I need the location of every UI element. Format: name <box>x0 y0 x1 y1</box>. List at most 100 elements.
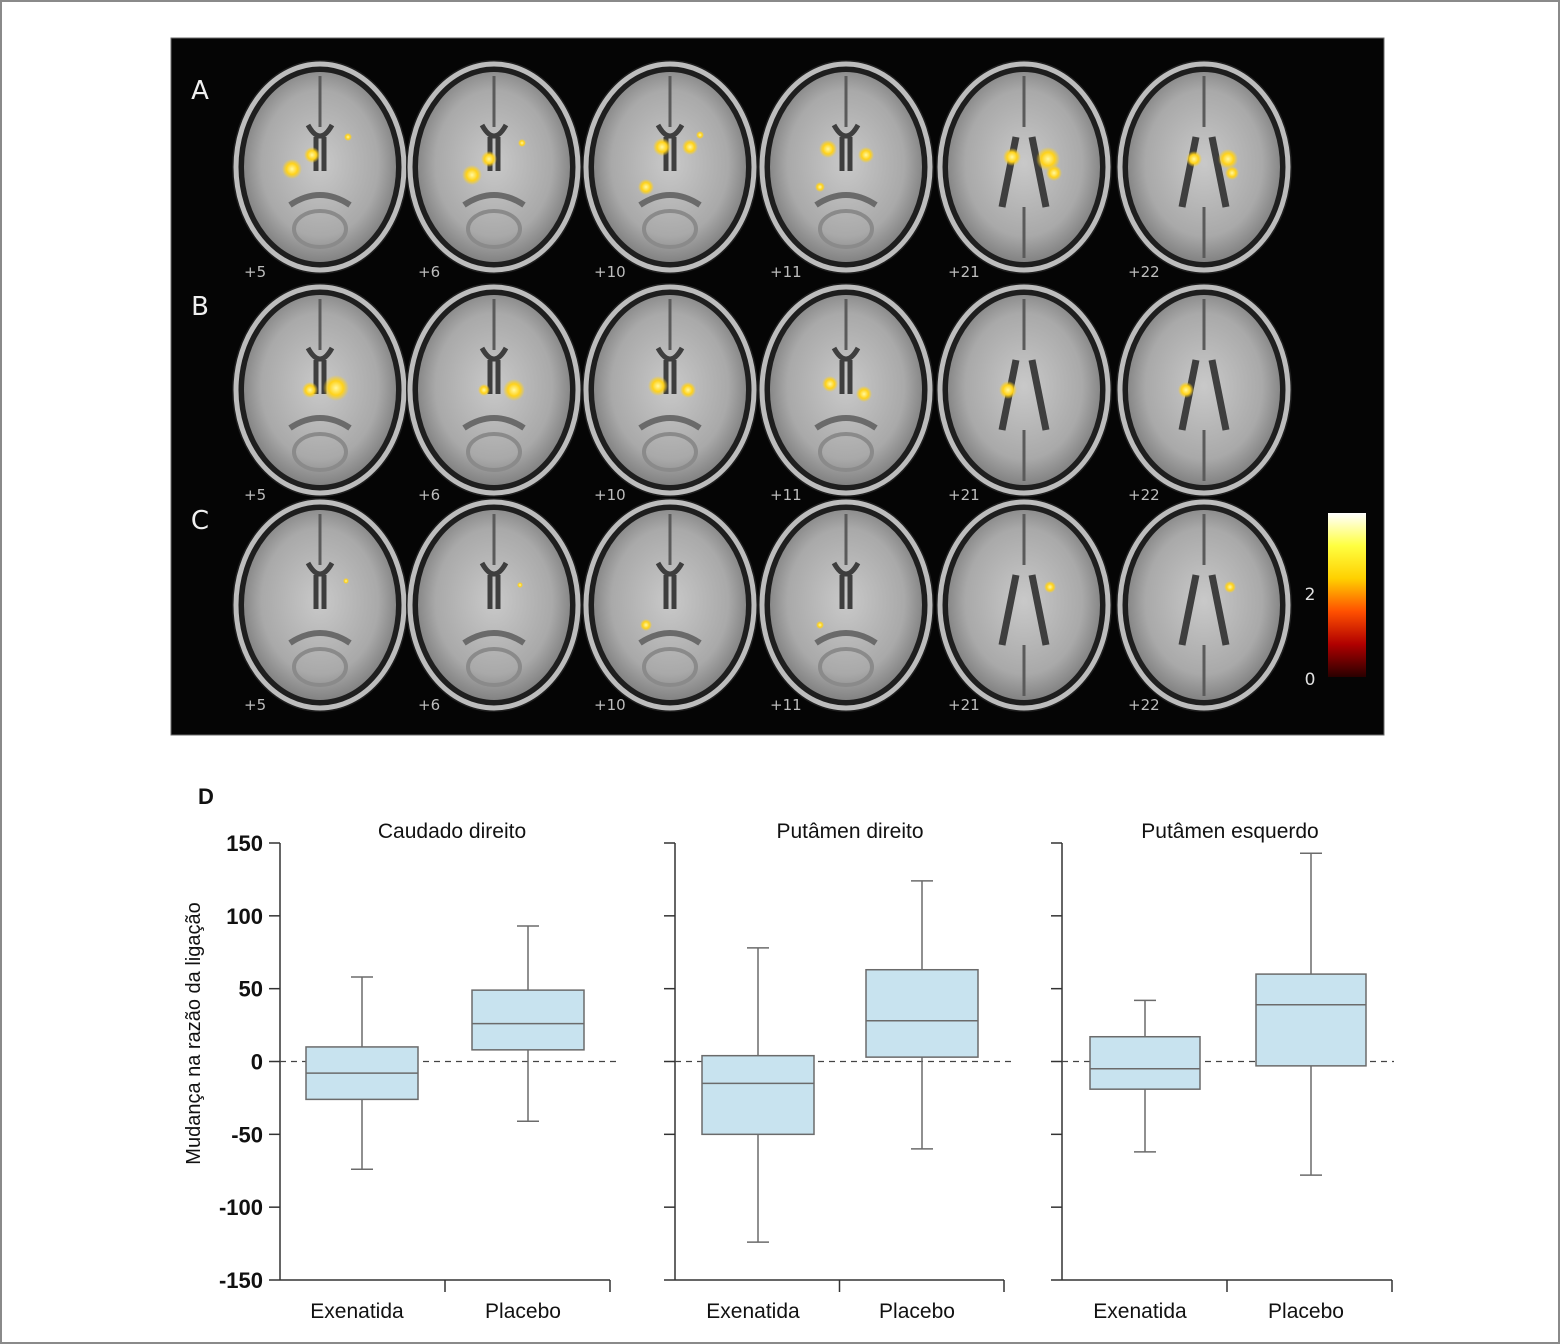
slice-label: +22 <box>1128 696 1160 714</box>
ventricle <box>479 346 509 394</box>
y-tick-label: 50 <box>239 977 263 1002</box>
brain-slice <box>936 60 1112 274</box>
activation-blob <box>323 375 349 401</box>
slice-label: +6 <box>418 696 440 714</box>
ventricle <box>831 561 861 609</box>
activation-blob <box>696 131 704 139</box>
posterior-structure <box>814 630 878 646</box>
skull-ring <box>759 499 933 711</box>
iqr-box <box>1255 973 1367 1067</box>
activation-blob <box>653 138 671 156</box>
brain-tissue <box>244 510 396 700</box>
activation-blob <box>517 582 523 588</box>
posterior-structure <box>638 415 702 431</box>
activation-blob <box>640 619 652 631</box>
brain-tissue <box>418 72 570 262</box>
brain-tissue <box>1128 510 1280 700</box>
brain-tissue <box>594 72 746 262</box>
brain-slice <box>936 283 1112 497</box>
ventricle <box>1178 136 1230 208</box>
posterior-structure <box>288 192 352 208</box>
slice-label: +11 <box>770 486 802 504</box>
iqr-box <box>1089 1035 1201 1090</box>
brain-tissue <box>594 510 746 700</box>
brain-slice <box>1116 60 1292 274</box>
occipital-structure <box>642 432 698 472</box>
activation-blob <box>680 382 696 398</box>
panel-title: Putâmen direito <box>776 820 923 843</box>
posterior-structure <box>638 630 702 646</box>
brain-slice <box>232 283 408 497</box>
slice-label: +22 <box>1128 486 1160 504</box>
box-placebo <box>471 925 585 1122</box>
posterior-structure <box>814 192 878 208</box>
y-axis-label: Mudança na razão da ligação <box>183 902 205 1164</box>
row-label: A <box>191 76 209 106</box>
occipital-structure <box>466 209 522 249</box>
x-category-label: Exenatida <box>1093 1300 1187 1323</box>
slice-label: +11 <box>770 263 802 281</box>
brain-tissue <box>1128 295 1280 485</box>
posterior-structure <box>288 630 352 646</box>
activation-blob <box>1225 166 1239 180</box>
activation-blob <box>816 621 824 629</box>
activation-blob <box>478 384 490 396</box>
boxplot-subpanel: Putâmen direito Exenatida Placebo <box>664 820 1012 1323</box>
colorbar-tick-label: 0 <box>1305 670 1316 690</box>
skull-ring <box>937 499 1111 711</box>
slice-label: +5 <box>244 486 266 504</box>
slice-label: +5 <box>244 263 266 281</box>
y-tick-label: 150 <box>226 831 263 856</box>
occipital-structure <box>818 432 874 472</box>
x-category-label: Placebo <box>879 1300 955 1323</box>
skull-ring <box>407 499 581 711</box>
slice-label: +10 <box>594 263 626 281</box>
occipital-structure <box>292 209 348 249</box>
skull-ring <box>233 284 407 496</box>
activation-blob <box>682 139 698 155</box>
skull-ring <box>583 284 757 496</box>
brain-slice <box>758 283 934 497</box>
occipital-structure <box>466 432 522 472</box>
occipital-structure <box>642 647 698 687</box>
row-label: B <box>191 292 209 322</box>
activation-blob <box>648 376 668 396</box>
y-tick-label: -100 <box>219 1195 263 1220</box>
activation-blob <box>503 379 525 401</box>
brain-tissue <box>418 295 570 485</box>
y-tick-label: -50 <box>231 1122 263 1147</box>
slice-label: +6 <box>418 263 440 281</box>
occipital-structure <box>642 209 698 249</box>
panel-letter: D <box>198 784 214 809</box>
colorbar-tick-label: 2 <box>1305 585 1316 605</box>
ventricle <box>479 561 509 609</box>
brain-slice <box>758 498 934 712</box>
brain-image-panel: A +5 +6 +10 +11 +21 +22 B +5 +6 +10 +11 +21 +22 C +5 +6 +… <box>170 37 1385 736</box>
slice-label: +10 <box>594 486 626 504</box>
row-label: C <box>191 506 209 536</box>
brain-slice <box>232 498 408 712</box>
skull-ring <box>937 284 1111 496</box>
occipital-structure <box>292 432 348 472</box>
y-tick-label: 0 <box>251 1050 263 1075</box>
skull-ring <box>407 61 581 273</box>
activation-blob <box>1046 165 1062 181</box>
brain-slice <box>582 60 758 274</box>
iqr-box <box>701 1054 815 1136</box>
slice-label: +22 <box>1128 263 1160 281</box>
activation-blob <box>344 133 352 141</box>
panel-title: Caudado direito <box>378 820 526 843</box>
brain-tissue <box>1128 72 1280 262</box>
box-placebo <box>865 880 979 1150</box>
slice-label: +21 <box>948 696 980 714</box>
ventricle <box>305 561 335 609</box>
skull-ring <box>1117 61 1291 273</box>
activation-blob <box>1178 382 1194 398</box>
ventricle <box>831 123 861 171</box>
occipital-structure <box>466 647 522 687</box>
slice-label: +6 <box>418 486 440 504</box>
brain-slice <box>406 498 582 712</box>
brain-slice <box>406 60 582 274</box>
slice-label: +21 <box>948 486 980 504</box>
